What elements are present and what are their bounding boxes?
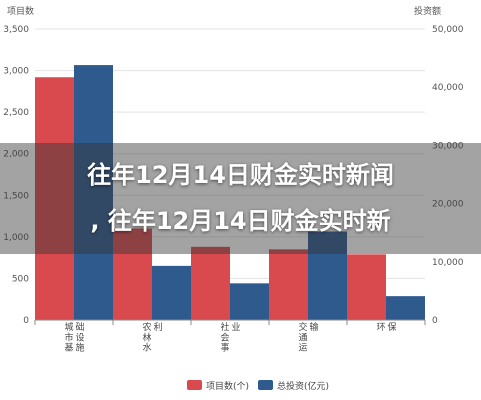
bar-total-investment — [230, 283, 269, 320]
right-axis-ticks: 0 10,000 20,000 30,000 40,000 50,000 — [432, 25, 464, 326]
right-tick-label: 40,000 — [432, 83, 464, 93]
bar-total-investment — [386, 296, 425, 320]
left-axis-ticks: 0 500 1,000 1,500 2,000 2,500 3,000 3,500 — [3, 25, 29, 326]
bar-project-count — [113, 228, 152, 320]
bar-project-count — [35, 77, 74, 320]
right-tick-label: 50,000 — [432, 25, 464, 35]
bar-project-count — [269, 249, 308, 320]
left-tick-label: 2,000 — [3, 150, 29, 160]
left-tick-label: 0 — [23, 316, 29, 326]
legend-swatch — [258, 380, 273, 390]
legend-label: 总投资(亿元) — [277, 380, 329, 392]
right-axis-unit: 投资额 — [414, 5, 441, 17]
bar-project-count — [347, 254, 386, 320]
right-tick-label: 0 — [432, 316, 438, 326]
bars — [35, 65, 425, 320]
legend: 项目数(个) 总投资(亿元) — [187, 380, 329, 392]
bar-project-count — [191, 246, 230, 320]
bar-total-investment — [74, 65, 113, 320]
x-axis-tick-marks — [34, 320, 426, 325]
left-tick-label: 1,500 — [3, 191, 29, 201]
category-label: 交通运 — [298, 321, 307, 354]
category-label: 础设施 — [75, 321, 84, 354]
category-label: 环 — [376, 322, 385, 333]
headline-line-1: 往年12月14日财金实时新闻 — [87, 161, 394, 189]
left-tick-label: 500 — [12, 274, 29, 284]
bar-total-investment — [308, 231, 347, 320]
category-label: 保 — [387, 321, 396, 333]
headline-overlay: 往年12月14日财金实时新闻 , 往年12月14日财金实时新 — [0, 143, 481, 254]
right-tick-label: 30,000 — [432, 141, 464, 151]
headline-line-2: , 往年12月14日财金实时新 — [90, 207, 391, 235]
category-label: 输 — [309, 321, 318, 333]
category-label: 利 — [153, 321, 162, 333]
left-tick-label: 3,500 — [3, 25, 29, 35]
left-tick-label: 2,500 — [3, 108, 29, 118]
right-tick-label: 10,000 — [432, 258, 464, 268]
category-label: 业 — [231, 322, 240, 333]
left-tick-label: 3,000 — [3, 67, 29, 77]
category-labels: 城市基础设施 农林水利 社会事业 交通运输 环保 — [64, 321, 396, 354]
category-label: 城市基 — [64, 322, 73, 354]
left-axis-unit: 项目数 — [7, 5, 34, 17]
bar-total-investment — [152, 265, 191, 320]
left-tick-label: 1,000 — [3, 233, 29, 243]
legend-label: 项目数(个) — [206, 380, 249, 392]
right-tick-label: 20,000 — [432, 200, 464, 210]
category-label: 社会事 — [220, 321, 229, 354]
category-label: 农林水 — [142, 321, 151, 354]
legend-swatch — [187, 380, 202, 390]
